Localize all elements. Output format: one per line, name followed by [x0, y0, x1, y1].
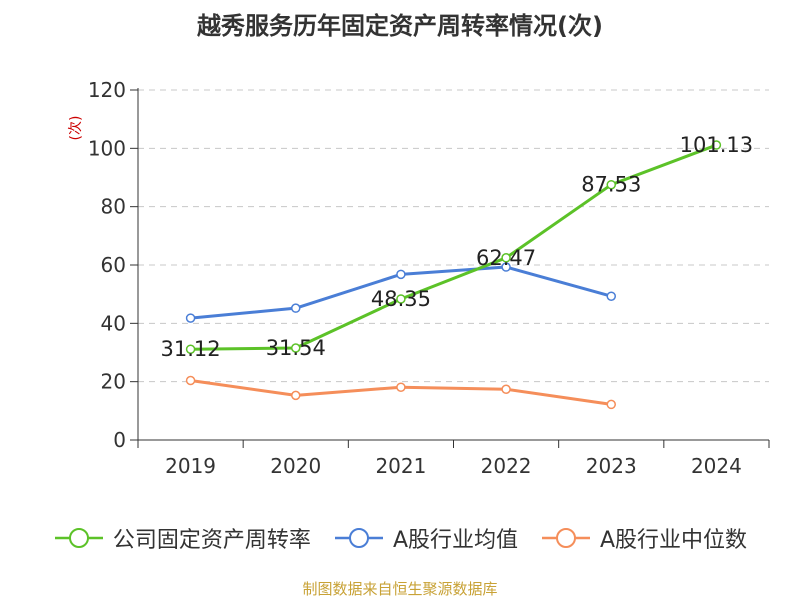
source-note: 制图数据来自恒生聚源数据库: [302, 580, 498, 598]
legend-line-marker-icon: [54, 528, 103, 548]
chart-title: 越秀服务历年固定资产周转率情况(次): [197, 12, 603, 40]
legend-item: 公司固定资产周转率: [53, 522, 311, 554]
x-tick-label: 2020: [270, 454, 321, 478]
data-point: [396, 294, 406, 304]
y-tick-label: 100: [88, 136, 126, 160]
data-label: 87.53: [581, 173, 641, 197]
data-label: 62.47: [476, 246, 536, 270]
data-label: 31.12: [161, 337, 221, 361]
data-point: [606, 291, 616, 301]
data-point: [185, 313, 196, 323]
x-tick-label: 2022: [481, 454, 532, 478]
data-point: [185, 344, 196, 354]
series-line: [190, 143, 717, 351]
data-point: [396, 269, 406, 280]
data-point: [291, 390, 301, 401]
legend-label: A股行业中位数: [600, 528, 748, 553]
y-tick-label: 120: [88, 78, 126, 102]
data-label: 101.13: [680, 133, 753, 157]
data-point: [291, 343, 301, 353]
data-point: [606, 399, 616, 410]
y-axis-label: (次): [68, 116, 84, 141]
legend-item: A股行业中位数: [540, 522, 747, 554]
y-tick-label: 40: [101, 311, 126, 335]
y-tick-label: 60: [101, 253, 126, 277]
data-point: [501, 384, 511, 394]
legend-label: A股行业均值: [392, 528, 518, 553]
x-tick-label: 2019: [165, 454, 216, 478]
x-tick-label: 2024: [691, 454, 742, 478]
x-tick-label: 2021: [375, 454, 426, 478]
y-tick-label: 80: [101, 195, 126, 219]
legend-item: A股行业均值: [333, 522, 518, 554]
data-label: 48.35: [371, 287, 431, 311]
y-tick-label: 0: [113, 428, 126, 452]
data-point: [501, 253, 511, 263]
data-point: [185, 375, 196, 386]
data-label: 31.54: [266, 336, 326, 360]
legend-label: 公司固定资产周转率: [112, 528, 311, 553]
legend-line-marker-icon: [334, 528, 383, 548]
y-tick-label: 20: [101, 370, 126, 394]
data-point: [501, 262, 511, 272]
data-point: [711, 140, 722, 150]
x-tick-label: 2023: [586, 454, 637, 478]
chart-legend: 公司固定资产周转率 A股行业均值 A股行业中位数: [0, 518, 800, 558]
data-point: [396, 382, 406, 392]
data-point: [606, 179, 616, 190]
legend-line-marker-icon: [542, 528, 590, 548]
data-point: [291, 303, 301, 313]
